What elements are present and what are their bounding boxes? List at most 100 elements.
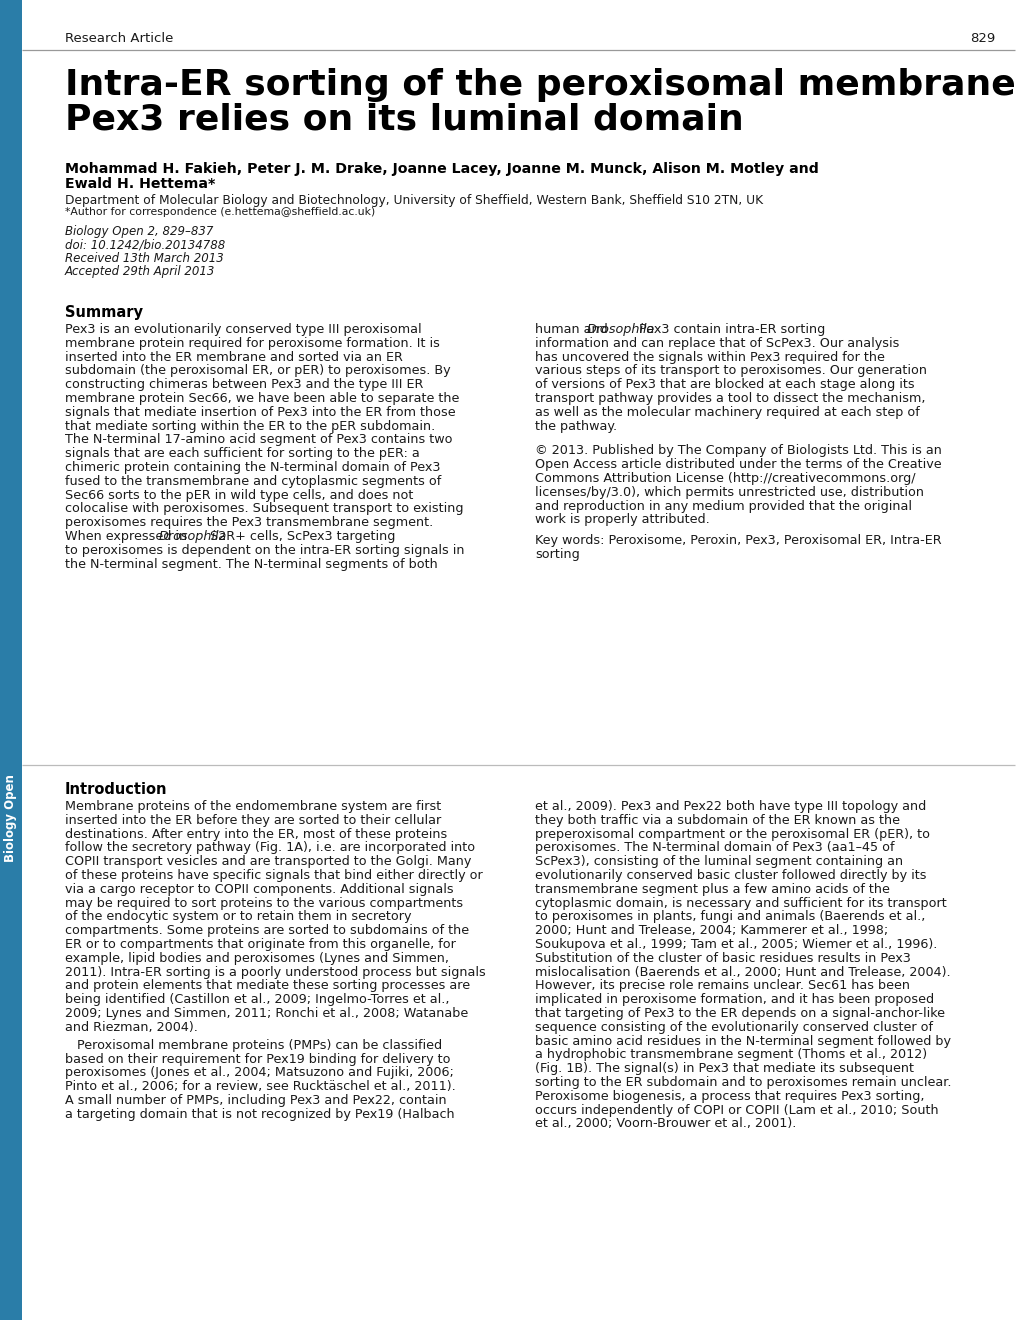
Text: that mediate sorting within the ER to the pER subdomain.: that mediate sorting within the ER to th… xyxy=(65,420,435,433)
Text: licenses/by/3.0), which permits unrestricted use, distribution: licenses/by/3.0), which permits unrestri… xyxy=(535,486,923,499)
Text: via a cargo receptor to COPII components. Additional signals: via a cargo receptor to COPII components… xyxy=(65,883,453,896)
Text: 2011). Intra-ER sorting is a poorly understood process but signals: 2011). Intra-ER sorting is a poorly unde… xyxy=(65,966,485,978)
Text: 2009; Lynes and Simmen, 2011; Ronchi et al., 2008; Watanabe: 2009; Lynes and Simmen, 2011; Ronchi et … xyxy=(65,1007,468,1020)
Text: preperoxisomal compartment or the peroxisomal ER (pER), to: preperoxisomal compartment or the peroxi… xyxy=(535,828,929,841)
Text: A small number of PMPs, including Pex3 and Pex22, contain: A small number of PMPs, including Pex3 a… xyxy=(65,1094,446,1107)
Text: Biology Open 2, 829–837: Biology Open 2, 829–837 xyxy=(65,224,213,238)
Text: a hydrophobic transmembrane segment (Thoms et al., 2012): a hydrophobic transmembrane segment (Tho… xyxy=(535,1048,926,1061)
Text: implicated in peroxisome formation, and it has been proposed: implicated in peroxisome formation, and … xyxy=(535,993,933,1006)
Text: mislocalisation (Baerends et al., 2000; Hunt and Trelease, 2004).: mislocalisation (Baerends et al., 2000; … xyxy=(535,966,950,978)
Text: Peroxisome biogenesis, a process that requires Pex3 sorting,: Peroxisome biogenesis, a process that re… xyxy=(535,1090,923,1102)
Text: When expressed in: When expressed in xyxy=(65,531,191,543)
Text: signals that mediate insertion of Pex3 into the ER from those: signals that mediate insertion of Pex3 i… xyxy=(65,405,455,418)
Text: to peroxisomes in plants, fungi and animals (Baerends et al.,: to peroxisomes in plants, fungi and anim… xyxy=(535,911,924,924)
Text: sorting: sorting xyxy=(535,548,579,561)
Text: (Fig. 1B). The signal(s) in Pex3 that mediate its subsequent: (Fig. 1B). The signal(s) in Pex3 that me… xyxy=(535,1063,913,1076)
Text: inserted into the ER before they are sorted to their cellular: inserted into the ER before they are sor… xyxy=(65,814,441,826)
Text: Pex3 is an evolutionarily conserved type III peroxisomal: Pex3 is an evolutionarily conserved type… xyxy=(65,323,421,337)
Text: sequence consisting of the evolutionarily conserved cluster of: sequence consisting of the evolutionaril… xyxy=(535,1020,932,1034)
Text: et al., 2000; Voorn-Brouwer et al., 2001).: et al., 2000; Voorn-Brouwer et al., 2001… xyxy=(535,1118,796,1130)
Text: human and: human and xyxy=(535,323,611,337)
Text: being identified (Castillon et al., 2009; Ingelmo-Torres et al.,: being identified (Castillon et al., 2009… xyxy=(65,993,449,1006)
Text: work is properly attributed.: work is properly attributed. xyxy=(535,513,709,527)
Text: colocalise with peroxisomes. Subsequent transport to existing: colocalise with peroxisomes. Subsequent … xyxy=(65,503,463,515)
Text: of versions of Pex3 that are blocked at each stage along its: of versions of Pex3 that are blocked at … xyxy=(535,379,914,391)
Text: fused to the transmembrane and cytoplasmic segments of: fused to the transmembrane and cytoplasm… xyxy=(65,475,441,488)
Text: et al., 2009). Pex3 and Pex22 both have type III topology and: et al., 2009). Pex3 and Pex22 both have … xyxy=(535,800,925,813)
Text: the N-terminal segment. The N-terminal segments of both: the N-terminal segment. The N-terminal s… xyxy=(65,557,437,570)
Text: Drosophila: Drosophila xyxy=(586,323,655,337)
Text: Pex3 contain intra-ER sorting: Pex3 contain intra-ER sorting xyxy=(634,323,824,337)
Bar xyxy=(0,0,22,1320)
Text: Received 13th March 2013: Received 13th March 2013 xyxy=(65,252,223,265)
Text: Summary: Summary xyxy=(65,305,143,319)
Text: transmembrane segment plus a few amino acids of the: transmembrane segment plus a few amino a… xyxy=(535,883,889,896)
Text: evolutionarily conserved basic cluster followed directly by its: evolutionarily conserved basic cluster f… xyxy=(535,869,925,882)
Text: sorting to the ER subdomain and to peroxisomes remain unclear.: sorting to the ER subdomain and to perox… xyxy=(535,1076,951,1089)
Text: Membrane proteins of the endomembrane system are first: Membrane proteins of the endomembrane sy… xyxy=(65,800,441,813)
Text: subdomain (the peroxisomal ER, or pER) to peroxisomes. By: subdomain (the peroxisomal ER, or pER) t… xyxy=(65,364,450,378)
Text: However, its precise role remains unclear. Sec61 has been: However, its precise role remains unclea… xyxy=(535,979,909,993)
Text: S2R+ cells, ScPex3 targeting: S2R+ cells, ScPex3 targeting xyxy=(206,531,395,543)
Text: Pinto et al., 2006; for a review, see Rucktäschel et al., 2011).: Pinto et al., 2006; for a review, see Ru… xyxy=(65,1080,455,1093)
Text: Key words: Peroxisome, Peroxin, Pex3, Peroxisomal ER, Intra-ER: Key words: Peroxisome, Peroxin, Pex3, Pe… xyxy=(535,535,941,548)
Text: Soukupova et al., 1999; Tam et al., 2005; Wiemer et al., 1996).: Soukupova et al., 1999; Tam et al., 2005… xyxy=(535,939,936,950)
Text: signals that are each sufficient for sorting to the pER: a: signals that are each sufficient for sor… xyxy=(65,447,420,461)
Text: cytoplasmic domain, is necessary and sufficient for its transport: cytoplasmic domain, is necessary and suf… xyxy=(535,896,946,909)
Text: 829: 829 xyxy=(969,32,994,45)
Text: that targeting of Pex3 to the ER depends on a signal-anchor-like: that targeting of Pex3 to the ER depends… xyxy=(535,1007,944,1020)
Text: information and can replace that of ScPex3. Our analysis: information and can replace that of ScPe… xyxy=(535,337,899,350)
Text: peroxisomes. The N-terminal domain of Pex3 (aa1–45 of: peroxisomes. The N-terminal domain of Pe… xyxy=(535,841,894,854)
Text: ER or to compartments that originate from this organelle, for: ER or to compartments that originate fro… xyxy=(65,939,455,950)
Text: occurs independently of COPI or COPII (Lam et al., 2010; South: occurs independently of COPI or COPII (L… xyxy=(535,1104,937,1117)
Text: Biology Open: Biology Open xyxy=(4,775,17,862)
Text: Accepted 29th April 2013: Accepted 29th April 2013 xyxy=(65,265,215,279)
Text: follow the secretory pathway (Fig. 1A), i.e. are incorporated into: follow the secretory pathway (Fig. 1A), … xyxy=(65,841,475,854)
Text: © 2013. Published by The Company of Biologists Ltd. This is an: © 2013. Published by The Company of Biol… xyxy=(535,445,941,458)
Text: destinations. After entry into the ER, most of these proteins: destinations. After entry into the ER, m… xyxy=(65,828,446,841)
Text: Intra-ER sorting of the peroxisomal membrane protein: Intra-ER sorting of the peroxisomal memb… xyxy=(65,69,1019,102)
Text: doi: 10.1242/bio.20134788: doi: 10.1242/bio.20134788 xyxy=(65,239,225,252)
Text: based on their requirement for Pex19 binding for delivery to: based on their requirement for Pex19 bin… xyxy=(65,1052,450,1065)
Text: Introduction: Introduction xyxy=(65,781,167,797)
Text: Mohammad H. Fakieh, Peter J. M. Drake, Joanne Lacey, Joanne M. Munck, Alison M. : Mohammad H. Fakieh, Peter J. M. Drake, J… xyxy=(65,162,818,176)
Text: Research Article: Research Article xyxy=(65,32,173,45)
Text: they both traffic via a subdomain of the ER known as the: they both traffic via a subdomain of the… xyxy=(535,814,899,826)
Text: to peroxisomes is dependent on the intra-ER sorting signals in: to peroxisomes is dependent on the intra… xyxy=(65,544,464,557)
Text: and Riezman, 2004).: and Riezman, 2004). xyxy=(65,1020,198,1034)
Text: membrane protein required for peroxisome formation. It is: membrane protein required for peroxisome… xyxy=(65,337,439,350)
Text: of the endocytic system or to retain them in secretory: of the endocytic system or to retain the… xyxy=(65,911,411,924)
Text: The N-terminal 17-amino acid segment of Pex3 contains two: The N-terminal 17-amino acid segment of … xyxy=(65,433,452,446)
Text: Pex3 relies on its luminal domain: Pex3 relies on its luminal domain xyxy=(65,103,743,137)
Text: peroxisomes requires the Pex3 transmembrane segment.: peroxisomes requires the Pex3 transmembr… xyxy=(65,516,433,529)
Text: inserted into the ER membrane and sorted via an ER: inserted into the ER membrane and sorted… xyxy=(65,351,403,363)
Text: may be required to sort proteins to the various compartments: may be required to sort proteins to the … xyxy=(65,896,463,909)
Text: Commons Attribution License (http://creativecommons.org/: Commons Attribution License (http://crea… xyxy=(535,473,915,484)
Text: and reproduction in any medium provided that the original: and reproduction in any medium provided … xyxy=(535,500,911,512)
Text: peroxisomes (Jones et al., 2004; Matsuzono and Fujiki, 2006;: peroxisomes (Jones et al., 2004; Matsuzo… xyxy=(65,1067,453,1080)
Text: Substitution of the cluster of basic residues results in Pex3: Substitution of the cluster of basic res… xyxy=(535,952,910,965)
Text: example, lipid bodies and peroxisomes (Lynes and Simmen,: example, lipid bodies and peroxisomes (L… xyxy=(65,952,448,965)
Text: the pathway.: the pathway. xyxy=(535,420,616,433)
Text: a targeting domain that is not recognized by Pex19 (Halbach: a targeting domain that is not recognize… xyxy=(65,1107,454,1121)
Text: *Author for correspondence (e.hettema@sheffield.ac.uk): *Author for correspondence (e.hettema@sh… xyxy=(65,207,375,216)
Text: membrane protein Sec66, we have been able to separate the: membrane protein Sec66, we have been abl… xyxy=(65,392,459,405)
Text: Peroxisomal membrane proteins (PMPs) can be classified: Peroxisomal membrane proteins (PMPs) can… xyxy=(65,1039,441,1052)
Text: Sec66 sorts to the pER in wild type cells, and does not: Sec66 sorts to the pER in wild type cell… xyxy=(65,488,413,502)
Text: Department of Molecular Biology and Biotechnology, University of Sheffield, West: Department of Molecular Biology and Biot… xyxy=(65,194,762,207)
Text: Open Access article distributed under the terms of the Creative: Open Access article distributed under th… xyxy=(535,458,941,471)
Text: as well as the molecular machinery required at each step of: as well as the molecular machinery requi… xyxy=(535,405,919,418)
Text: Drosophila: Drosophila xyxy=(158,531,226,543)
Text: Ewald H. Hettema*: Ewald H. Hettema* xyxy=(65,177,215,191)
Text: transport pathway provides a tool to dissect the mechanism,: transport pathway provides a tool to dis… xyxy=(535,392,924,405)
Text: constructing chimeras between Pex3 and the type III ER: constructing chimeras between Pex3 and t… xyxy=(65,379,423,391)
Text: and protein elements that mediate these sorting processes are: and protein elements that mediate these … xyxy=(65,979,470,993)
Text: COPII transport vesicles and are transported to the Golgi. Many: COPII transport vesicles and are transpo… xyxy=(65,855,471,869)
Text: chimeric protein containing the N-terminal domain of Pex3: chimeric protein containing the N-termin… xyxy=(65,461,440,474)
Text: of these proteins have specific signals that bind either directly or: of these proteins have specific signals … xyxy=(65,869,482,882)
Text: ScPex3), consisting of the luminal segment containing an: ScPex3), consisting of the luminal segme… xyxy=(535,855,902,869)
Text: compartments. Some proteins are sorted to subdomains of the: compartments. Some proteins are sorted t… xyxy=(65,924,469,937)
Text: basic amino acid residues in the N-terminal segment followed by: basic amino acid residues in the N-termi… xyxy=(535,1035,950,1048)
Text: various steps of its transport to peroxisomes. Our generation: various steps of its transport to peroxi… xyxy=(535,364,926,378)
Text: 2000; Hunt and Trelease, 2004; Kammerer et al., 1998;: 2000; Hunt and Trelease, 2004; Kammerer … xyxy=(535,924,888,937)
